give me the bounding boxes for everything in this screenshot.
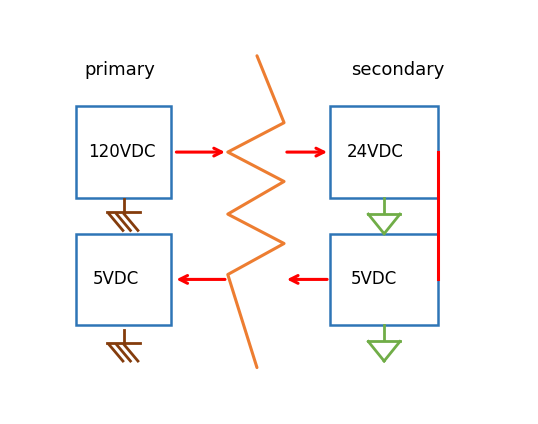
Text: 5VDC: 5VDC	[351, 271, 397, 288]
Text: 24VDC: 24VDC	[346, 143, 404, 161]
Text: 120VDC: 120VDC	[88, 143, 155, 161]
Text: secondary: secondary	[351, 61, 444, 79]
Bar	[75, 106, 172, 198]
Bar	[330, 234, 438, 325]
Bar	[75, 234, 172, 325]
Bar	[330, 106, 438, 198]
Text: primary: primary	[84, 61, 155, 79]
Text: 5VDC: 5VDC	[93, 271, 138, 288]
